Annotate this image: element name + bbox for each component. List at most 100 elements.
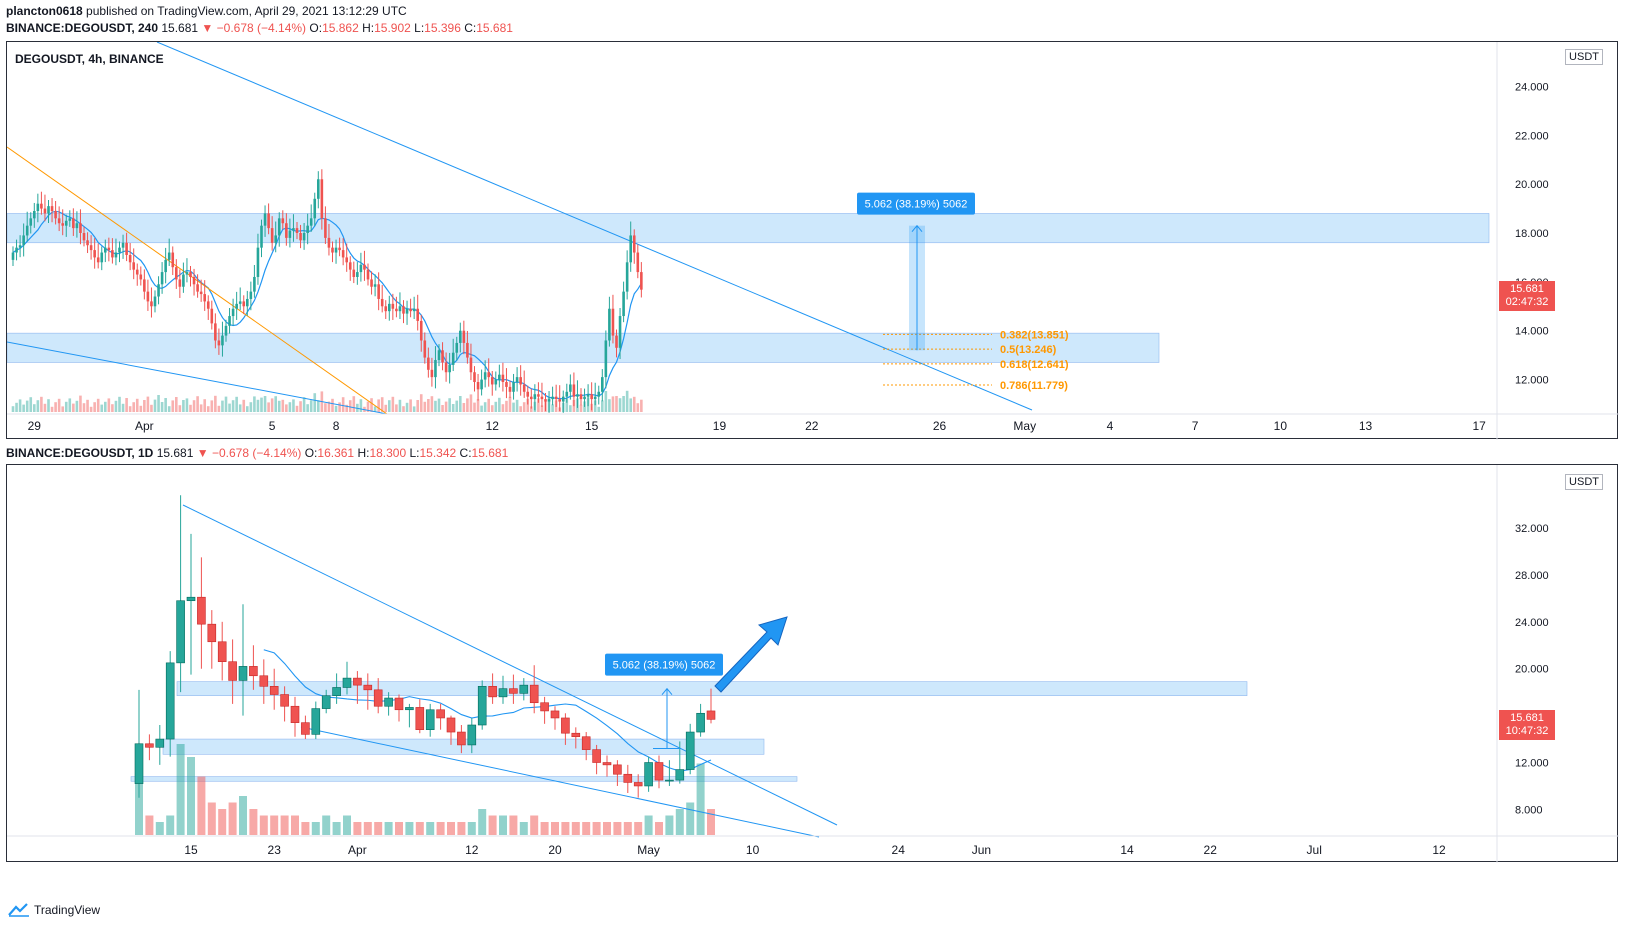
- volume-bar: [494, 401, 498, 412]
- volume-bar: [338, 402, 341, 412]
- candle-body: [427, 357, 430, 370]
- candle-body: [388, 303, 391, 312]
- candle-body: [197, 596, 206, 625]
- candle-body: [281, 218, 285, 224]
- candle-body: [238, 301, 242, 304]
- volume-bar: [476, 399, 480, 412]
- candle-body: [572, 384, 576, 397]
- volume-bar: [434, 400, 437, 412]
- volume-bar: [613, 822, 622, 835]
- volume-bar: [632, 396, 636, 412]
- candle-body: [309, 218, 313, 226]
- volume-bar: [380, 397, 384, 412]
- candle-body: [373, 284, 377, 287]
- volume-bar: [274, 396, 277, 412]
- top-symbol[interactable]: BINANCE:DEGOUSDT, 240: [6, 21, 159, 35]
- volume-bar: [384, 822, 393, 835]
- volume-bar: [398, 399, 402, 412]
- x-tick-label: 22: [805, 419, 819, 433]
- tradingview-footer[interactable]: TradingView: [8, 903, 100, 917]
- volume-bar: [625, 390, 629, 412]
- volume-bar: [214, 395, 217, 412]
- volume-bar: [36, 400, 40, 412]
- volume-bar: [455, 400, 459, 412]
- volume-bar: [487, 398, 490, 412]
- volume-bar: [256, 399, 260, 412]
- volume-bar: [306, 404, 309, 412]
- projection-arrow-icon: [714, 616, 788, 693]
- volume-bar: [135, 398, 139, 412]
- candle-body: [68, 218, 72, 221]
- candle-body: [242, 301, 246, 307]
- x-tick-label: 10: [1274, 419, 1288, 433]
- volume-bar: [301, 822, 310, 835]
- bottom-currency-badge[interactable]: USDT: [1565, 474, 1603, 490]
- publish-info: published on TradingView.com, April 29, …: [86, 4, 407, 18]
- volume-bar: [228, 802, 237, 835]
- candle-body: [82, 233, 86, 241]
- candle-body: [317, 179, 320, 199]
- candle-body: [352, 269, 356, 277]
- candle-body: [33, 211, 36, 219]
- measure-label: 5.062 (38.19%) 5062: [613, 660, 716, 672]
- candle-body: [547, 399, 551, 402]
- candle-body: [18, 245, 22, 248]
- candle-body: [86, 240, 89, 246]
- y-tick-label: 8.000: [1515, 804, 1543, 816]
- candle-body: [558, 399, 561, 402]
- candle-body: [487, 372, 490, 378]
- bottom-chart-pane[interactable]: 5.062 (38.19%) 5062 8.00012.00016.00020.…: [6, 464, 1619, 863]
- top-currency-badge[interactable]: USDT: [1565, 49, 1603, 65]
- candle-body: [299, 233, 302, 241]
- volume-bar: [370, 398, 373, 412]
- volume-bar: [143, 400, 146, 412]
- candle-body: [576, 394, 579, 397]
- volume-bar: [377, 399, 380, 412]
- candle-body: [412, 308, 416, 312]
- measure-arrow-icon: [911, 224, 923, 232]
- volume-bar: [412, 406, 416, 412]
- publisher-name[interactable]: plancton0618: [6, 4, 83, 18]
- bottom-close: 15.681: [471, 446, 509, 460]
- volume-bar: [196, 396, 199, 412]
- top-chart-svg[interactable]: 0.382(13.851) 0.5(13.246) 0.618(12.641) 0.7…: [7, 42, 1619, 440]
- bottom-change: −0.678 (−4.14%): [211, 446, 302, 460]
- candle-body: [477, 686, 487, 726]
- volume-bar: [285, 404, 288, 412]
- candle-body: [320, 179, 324, 219]
- candle-body: [57, 218, 61, 224]
- x-tick-label: 12: [486, 419, 500, 433]
- volume-bar: [22, 404, 25, 412]
- candle-body: [295, 228, 299, 233]
- candle-body: [186, 596, 196, 602]
- candle-body: [332, 687, 341, 696]
- volume-bar: [447, 822, 455, 835]
- volume-bar: [469, 394, 473, 412]
- volume-bar: [100, 404, 104, 412]
- candle-body: [146, 291, 150, 302]
- candle-body: [483, 372, 487, 380]
- candle-body: [185, 272, 189, 275]
- candle-body: [455, 342, 459, 353]
- candle-body: [625, 262, 629, 292]
- top-chart-pane[interactable]: 0.382(13.851) 0.5(13.246) 0.618(12.641) 0.7…: [6, 41, 1619, 440]
- candle-body: [72, 218, 75, 229]
- bottom-symbol-header: BINANCE:DEGOUSDT, 1D 15.681 ▼ −0.678 (−4…: [6, 446, 509, 460]
- volume-bar: [197, 776, 206, 835]
- bottom-chart-svg[interactable]: 5.062 (38.19%) 5062 8.00012.00016.00020.…: [7, 465, 1619, 863]
- bottom-symbol[interactable]: BINANCE:DEGOUSDT, 1D: [6, 446, 154, 460]
- wedge-upper-trendline: [182, 504, 838, 826]
- volume-bar: [57, 398, 61, 412]
- candle-body: [544, 399, 547, 402]
- candle-body: [171, 252, 175, 268]
- candle-body: [615, 335, 618, 348]
- candle-body: [104, 247, 107, 253]
- volume-bar: [348, 400, 352, 412]
- y-tick-label: 24.000: [1515, 81, 1549, 93]
- volume-bar: [68, 398, 72, 412]
- candle-body: [50, 206, 54, 212]
- candle-body: [313, 198, 317, 219]
- volume-bar: [145, 815, 154, 835]
- x-tick-label: 19: [713, 419, 727, 433]
- volume-bar: [118, 396, 121, 412]
